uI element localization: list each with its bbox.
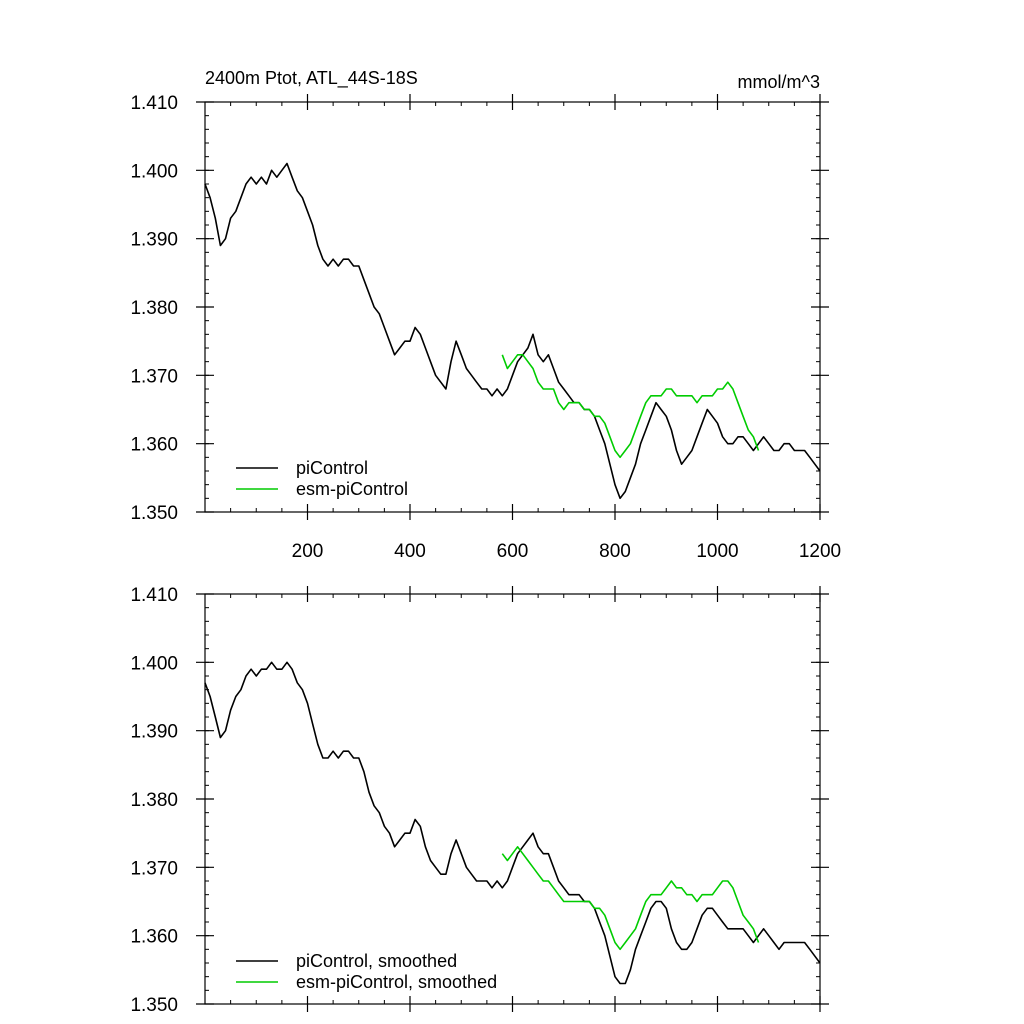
bottom-panel: 1.350 1.360 1.370 1.380 1.390 1.400 1.410 piCon… [130, 585, 829, 1016]
x-tick-label: 800 [599, 541, 631, 562]
legend-label: esm-piControl, smoothed [296, 972, 497, 992]
y-tick-label: 1.350 [130, 995, 178, 1016]
x-tick-label: 600 [497, 541, 529, 562]
y-tick-label: 1.360 [130, 435, 178, 456]
series-line-esm-picontrol [501, 353, 760, 459]
series-line-picontrol-smoothed [204, 661, 821, 985]
y-tick-label: 1.380 [130, 790, 178, 811]
x-tick-label: 400 [394, 541, 426, 562]
legend-label: piControl [296, 458, 368, 478]
top-panel: 200 400 600 800 1000 1200 1.350 1.360 1.370 1.380… [130, 68, 841, 562]
y-tick-label: 1.350 [130, 503, 178, 524]
legend-label: piControl, smoothed [296, 951, 457, 971]
y-tick-label: 1.370 [130, 858, 178, 879]
x-tick-label: 200 [292, 541, 324, 562]
legend-label: esm-piControl [296, 479, 408, 499]
plot-frame [204, 593, 821, 1005]
y-tick-label: 1.410 [130, 585, 178, 606]
units-label: mmol/m^3 [738, 72, 820, 92]
y-tick-label: 1.410 [130, 93, 178, 114]
y-tick-label: 1.390 [130, 230, 178, 251]
plot-frame [204, 101, 821, 513]
series-line-picontrol [204, 162, 821, 500]
y-tick-label: 1.370 [130, 366, 178, 387]
y-tick-label: 1.400 [130, 161, 178, 182]
y-tick-label: 1.390 [130, 722, 178, 743]
series-line-esm-picontrol-smoothed [501, 845, 760, 951]
chart-title: 2400m Ptot, ATL_44S-18S [205, 68, 418, 89]
y-tick-label: 1.380 [130, 298, 178, 319]
x-tick-label: 1000 [696, 541, 738, 562]
y-tick-label: 1.360 [130, 927, 178, 948]
y-tick-label: 1.400 [130, 653, 178, 674]
x-tick-label: 1200 [799, 541, 841, 562]
